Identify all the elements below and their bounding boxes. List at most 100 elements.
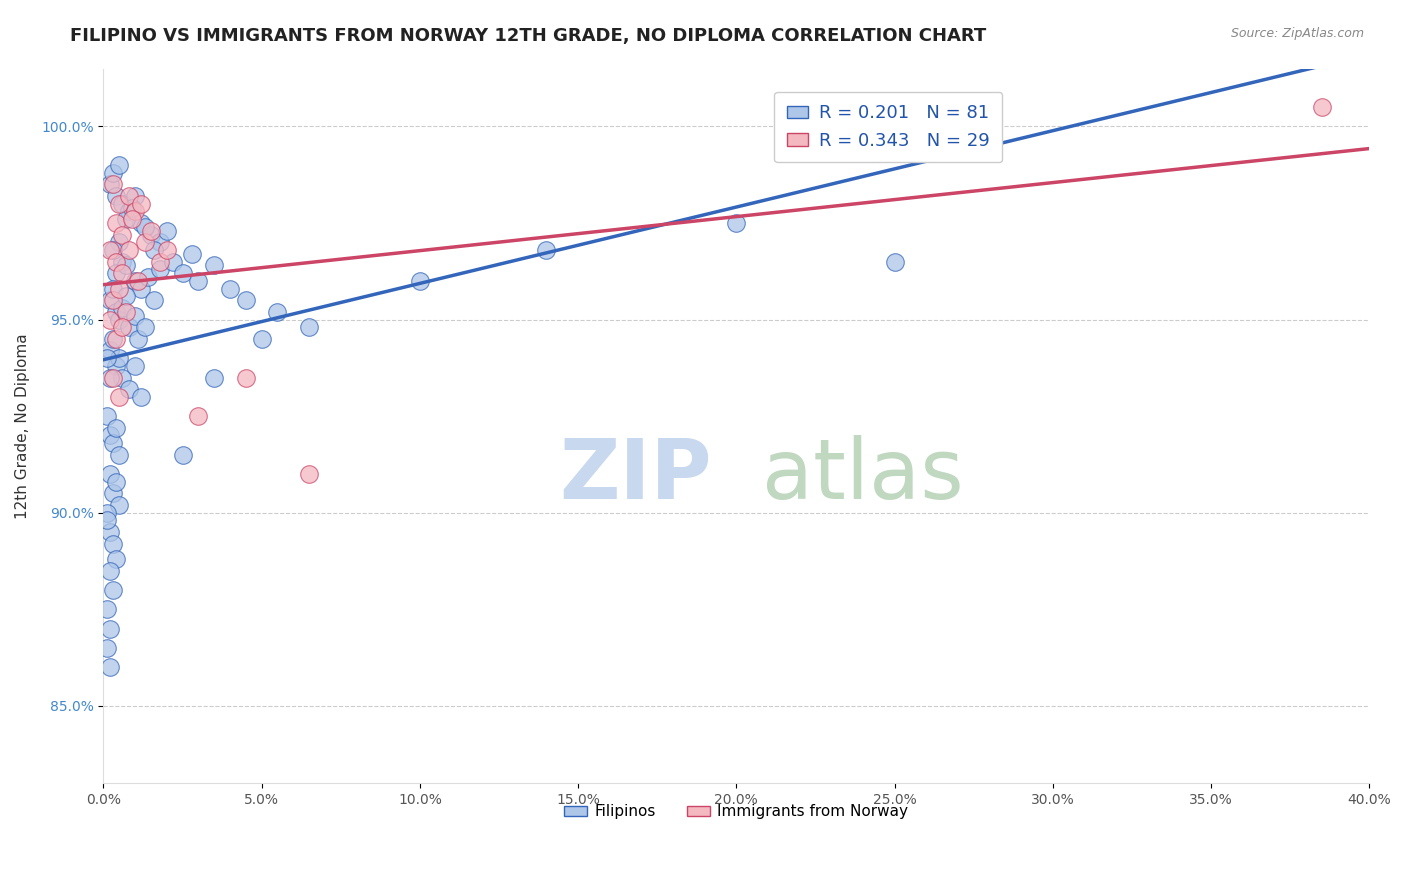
Point (98, 343, 121, 358)
Y-axis label: 12th Grade, No Diploma: 12th Grade, No Diploma (15, 333, 30, 518)
Point (187, 409, 209, 424)
Text: Source: ZipAtlas.com: Source: ZipAtlas.com (1230, 27, 1364, 40)
Point (101, 436, 124, 450)
Point (105, 254, 128, 268)
Point (101, 582, 124, 597)
Point (101, 370, 124, 384)
Point (131, 196, 153, 211)
Point (156, 224, 179, 238)
Point (101, 486, 124, 500)
Point (118, 189, 141, 203)
Point (101, 293, 124, 308)
Point (149, 262, 172, 277)
Point (105, 305, 128, 319)
Point (98, 243, 121, 257)
Point (235, 293, 257, 308)
Point (98, 293, 121, 308)
Point (118, 204, 141, 219)
Point (162, 254, 184, 268)
Point (725, 216, 748, 230)
Point (101, 332, 124, 346)
Point (101, 243, 124, 257)
Point (98, 428, 121, 442)
Point (108, 282, 131, 296)
Point (156, 243, 179, 257)
Point (98, 312, 121, 326)
Point (172, 266, 194, 280)
Point (131, 390, 153, 404)
Point (98, 622, 121, 636)
Text: FILIPINO VS IMMIGRANTS FROM NORWAY 12TH GRADE, NO DIPLOMA CORRELATION CHART: FILIPINO VS IMMIGRANTS FROM NORWAY 12TH … (70, 27, 987, 45)
Point (124, 309, 146, 323)
Point (134, 235, 156, 250)
Point (111, 320, 134, 334)
Point (108, 158, 131, 172)
Point (118, 320, 141, 334)
Point (202, 370, 225, 384)
Point (124, 359, 146, 373)
Point (134, 320, 156, 334)
Point (143, 293, 166, 308)
Point (883, 254, 905, 268)
Point (121, 212, 143, 227)
Point (149, 254, 172, 268)
Point (298, 467, 321, 481)
Point (108, 196, 131, 211)
Point (111, 254, 134, 268)
Point (136, 270, 159, 285)
Point (108, 498, 131, 512)
Point (250, 332, 273, 346)
Point (105, 332, 128, 346)
Point (108, 351, 131, 366)
Point (139, 227, 162, 242)
Point (298, 320, 321, 334)
Point (114, 289, 136, 303)
Point (121, 201, 143, 215)
Point (111, 266, 134, 280)
Point (105, 552, 128, 566)
Point (111, 196, 134, 211)
Point (96, 409, 118, 424)
Point (105, 475, 128, 489)
Point (1310, 100, 1333, 114)
Point (101, 536, 124, 550)
Point (118, 382, 141, 396)
Point (134, 219, 156, 234)
Point (127, 274, 149, 288)
Point (235, 370, 257, 384)
Point (114, 212, 136, 227)
Point (187, 274, 209, 288)
Point (105, 216, 128, 230)
Point (172, 448, 194, 462)
Point (124, 189, 146, 203)
Point (143, 243, 166, 257)
Point (114, 259, 136, 273)
Point (98, 564, 121, 578)
Point (124, 274, 146, 288)
Point (266, 305, 288, 319)
Point (96, 351, 118, 366)
Point (108, 312, 131, 326)
Point (96, 640, 118, 655)
Point (105, 189, 128, 203)
Point (409, 274, 432, 288)
Point (131, 216, 153, 230)
Point (96, 513, 118, 527)
Point (101, 178, 124, 192)
Point (111, 227, 134, 242)
Point (98, 370, 121, 384)
Point (98, 524, 121, 539)
Point (536, 243, 558, 257)
Point (127, 332, 149, 346)
Text: atlas: atlas (762, 435, 963, 516)
Point (96, 506, 118, 520)
Point (149, 235, 172, 250)
Point (139, 224, 162, 238)
Point (96, 602, 118, 616)
Point (98, 178, 121, 192)
Point (181, 247, 204, 261)
Point (118, 243, 141, 257)
Point (101, 166, 124, 180)
Point (111, 301, 134, 315)
Point (108, 448, 131, 462)
